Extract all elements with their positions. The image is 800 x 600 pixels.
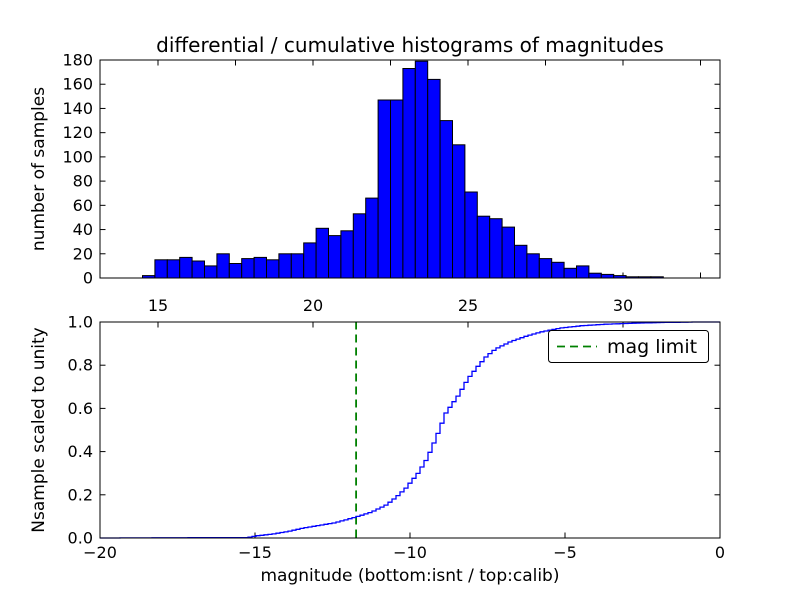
top-plot-area <box>99 59 721 279</box>
svg-text:0.4: 0.4 <box>68 442 93 461</box>
legend-label: mag limit <box>607 336 697 358</box>
svg-text:0.8: 0.8 <box>68 356 93 375</box>
svg-text:20: 20 <box>303 296 323 315</box>
svg-text:15: 15 <box>148 296 168 315</box>
svg-text:20: 20 <box>73 244 93 263</box>
svg-text:1.0: 1.0 <box>68 313 93 332</box>
bottom-y-axis-label: Nsample scaled to unity <box>29 327 49 532</box>
svg-text:80: 80 <box>73 172 93 191</box>
svg-text:0.0: 0.0 <box>68 529 93 548</box>
svg-text:180: 180 <box>62 51 93 70</box>
svg-text:−10: −10 <box>393 543 427 562</box>
svg-text:60: 60 <box>73 196 93 215</box>
svg-text:100: 100 <box>62 147 93 166</box>
svg-text:25: 25 <box>458 296 478 315</box>
bottom-subplot: 0.0 0.2 0.4 0.6 0.8 1.0 −20 −15 −10 −5 0 Nsample s… <box>29 313 725 587</box>
top-histogram-bars <box>142 60 664 279</box>
legend-box <box>548 330 709 363</box>
svg-text:0: 0 <box>715 543 725 562</box>
svg-text:120: 120 <box>62 123 93 142</box>
cumulative-curve <box>100 321 720 539</box>
svg-text:40: 40 <box>73 220 93 239</box>
top-axis-tick-labels: 0 20 40 60 80 100 120 140 160 180 15 20 25 30 <box>62 51 633 316</box>
svg-text:−5: −5 <box>553 543 577 562</box>
svg-text:140: 140 <box>62 99 93 118</box>
svg-text:−20: −20 <box>83 543 117 562</box>
svg-text:−15: −15 <box>238 543 272 562</box>
top-subplot: 0 20 40 60 80 100 120 140 160 180 15 20 25 30 number … <box>29 51 721 316</box>
chart-title: differential / cumulative histograms of … <box>156 33 664 57</box>
svg-text:30: 30 <box>613 296 633 315</box>
x-axis-label: magnitude (bottom:isnt / top:calib) <box>261 566 560 586</box>
svg-text:0: 0 <box>83 269 93 288</box>
svg-text:160: 160 <box>62 75 93 94</box>
svg-text:0.2: 0.2 <box>68 485 93 504</box>
legend: mag limit <box>548 330 709 363</box>
svg-text:0.6: 0.6 <box>68 399 93 418</box>
bottom-axis-tick-labels: 0.0 0.2 0.4 0.6 0.8 1.0 −20 −15 −10 −5 0 <box>68 313 726 563</box>
bottom-plot-area <box>99 321 721 539</box>
top-y-axis-label: number of samples <box>29 87 49 251</box>
